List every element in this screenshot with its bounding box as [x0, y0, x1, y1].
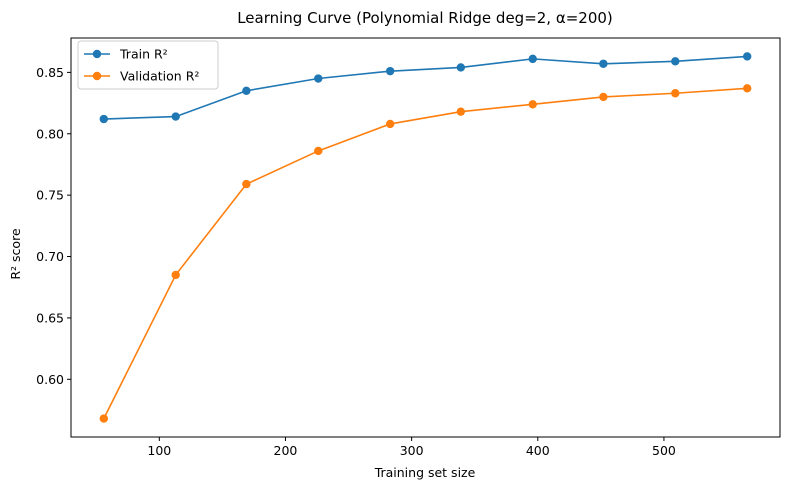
plot-area: 100 200 300 400 500 0.60 0.65 0.70 0.75 0.80 0.85	[36, 37, 781, 458]
data-point	[671, 57, 680, 66]
x-tick-label: 500	[652, 443, 676, 458]
legend-item: Train R²	[84, 47, 168, 62]
data-point	[314, 74, 323, 83]
x-tick-label: 200	[274, 443, 298, 458]
legend-label: Validation R²	[120, 69, 199, 84]
data-point	[242, 86, 251, 95]
y-tick-label: 0.85	[36, 65, 64, 80]
data-point	[314, 146, 323, 156]
series-line	[103, 55, 748, 120]
series-line	[103, 87, 748, 419]
data-point	[742, 52, 752, 61]
legend: Train R² Validation R²	[77, 40, 219, 90]
y-tick-label: 0.70	[36, 249, 64, 264]
series-validation	[99, 84, 752, 423]
data-point	[671, 89, 680, 98]
y-tick-label: 0.80	[36, 126, 64, 141]
x-tick-label: 100	[147, 443, 171, 458]
series-train	[99, 52, 752, 124]
x-tick-label: 300	[400, 443, 424, 458]
data-point	[242, 179, 251, 189]
y-axis-label: R² score	[8, 228, 23, 280]
legend-marker	[92, 71, 102, 81]
y-tick-label: 0.75	[36, 188, 64, 203]
data-point	[528, 100, 537, 109]
data-point	[385, 66, 395, 76]
legend-label: Train R²	[119, 47, 168, 62]
data-point	[456, 107, 466, 116]
y-tick-label: 0.65	[36, 310, 64, 325]
data-point	[742, 84, 752, 93]
legend-box	[77, 40, 219, 90]
data-point	[171, 270, 180, 280]
legend-marker	[92, 49, 102, 59]
x-tick-label: 400	[526, 443, 550, 458]
data-point	[456, 63, 466, 72]
chart-title: Learning Curve (Polynomial Ridge deg=2, …	[237, 9, 613, 27]
data-point	[99, 114, 109, 124]
data-point	[99, 414, 109, 423]
data-point	[385, 119, 395, 129]
data-point	[599, 59, 608, 68]
y-tick-label: 0.60	[36, 372, 64, 387]
plot-frame	[70, 37, 781, 438]
data-point	[599, 92, 608, 102]
data-point	[171, 112, 180, 121]
x-axis-label: Training set size	[374, 465, 476, 480]
legend-item: Validation R²	[84, 69, 199, 84]
data-point	[528, 54, 537, 64]
